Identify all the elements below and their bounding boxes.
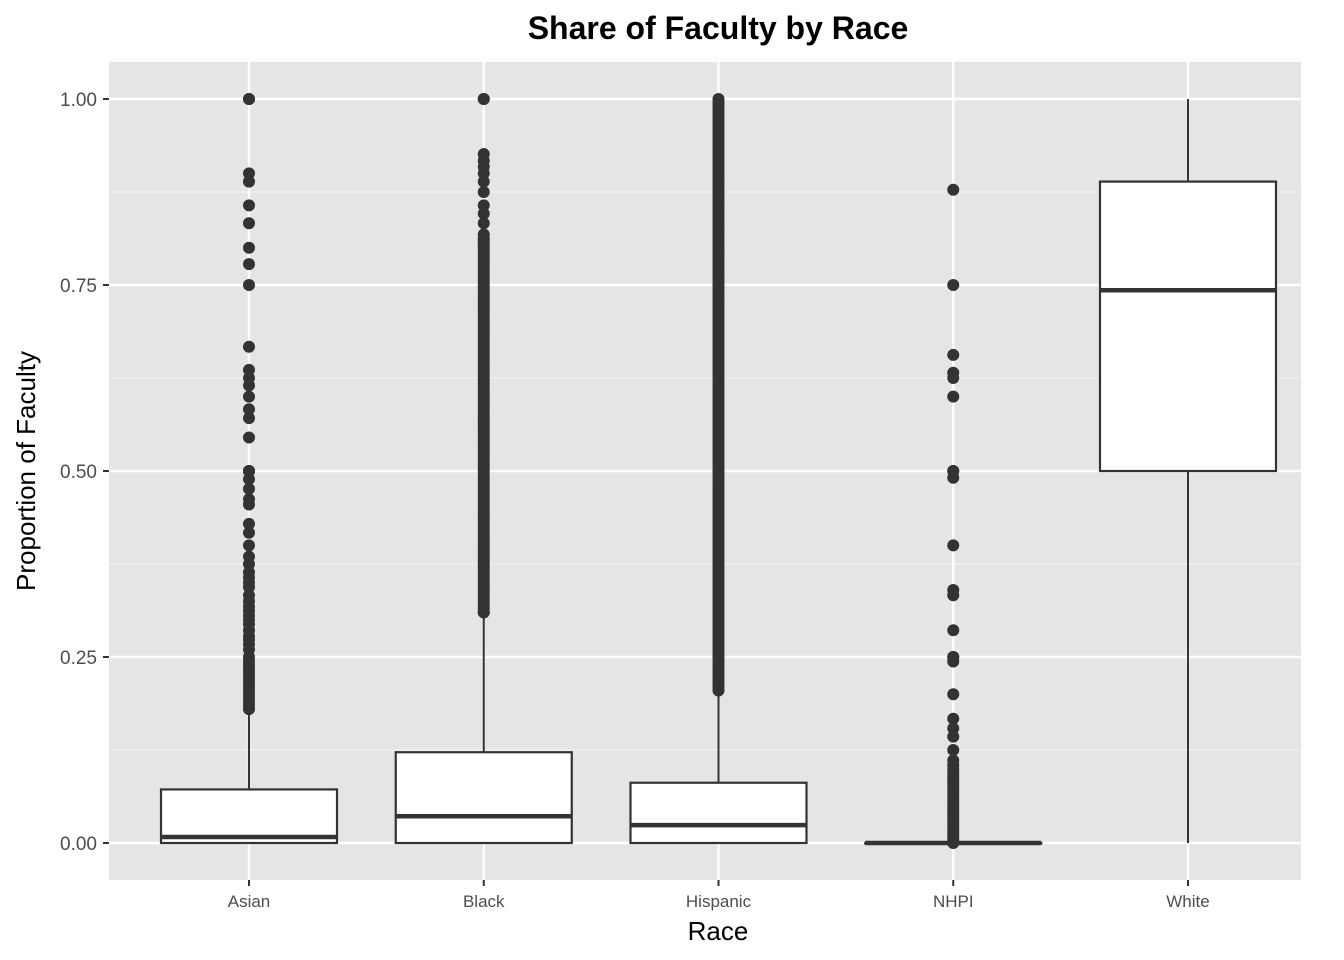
outlier-point: [243, 498, 255, 511]
y-tick-label: 0.75: [60, 276, 97, 297]
outlier-point: [477, 217, 490, 230]
outlier-point: [947, 539, 960, 552]
x-tick-label: NHPI: [933, 892, 974, 911]
outlier-point: [243, 217, 255, 230]
x-tick-label: Black: [463, 892, 505, 911]
box-iqr: [1098, 180, 1278, 473]
outlier-point: [477, 606, 490, 619]
outlier-point: [243, 241, 255, 254]
outlier-point: [947, 372, 960, 384]
box-nhpi: [864, 183, 1043, 849]
y-axis-title: Proportion of Faculty: [11, 351, 41, 591]
box-black: [394, 93, 573, 845]
outlier-point: [243, 473, 255, 486]
outlier-point: [243, 379, 255, 392]
outlier-point: [243, 517, 255, 530]
outlier-point: [477, 241, 490, 254]
x-tick-label: Asian: [228, 892, 271, 911]
outlier-point: [947, 279, 960, 291]
outlier-point: [712, 93, 725, 105]
outlier-point: [947, 348, 960, 361]
y-tick-label: 0.50: [60, 462, 97, 483]
outlier-point: [477, 207, 490, 220]
x-tick-label: White: [1166, 892, 1209, 911]
y-axis: 0.00 0.25 0.50 0.75 1.00: [60, 90, 109, 855]
outlier-point: [947, 754, 960, 767]
outlier-point: [243, 340, 255, 353]
outlier-point: [243, 403, 255, 416]
box-iqr: [629, 781, 808, 845]
outlier-point: [947, 471, 960, 484]
outlier-point: [477, 93, 490, 105]
outlier-point: [947, 390, 960, 403]
outlier-point: [243, 279, 255, 291]
outlier-point: [947, 655, 960, 668]
boxes-layer: [159, 93, 1278, 849]
outlier-point: [243, 390, 255, 403]
outlier-point: [477, 232, 490, 245]
x-axis-title: Race: [688, 916, 749, 946]
outlier-point: [947, 589, 960, 602]
outlier-point: [243, 258, 255, 271]
outlier-point: [243, 526, 255, 539]
box-white: [1098, 99, 1278, 843]
outlier-point: [243, 482, 255, 495]
outlier-point: [243, 703, 255, 716]
outlier-point: [243, 539, 255, 552]
outlier-point: [243, 93, 255, 105]
outlier-point: [947, 183, 960, 196]
box-asian: [159, 93, 339, 845]
outlier-point: [243, 431, 255, 444]
outlier-point: [243, 412, 255, 425]
outlier-point: [947, 688, 960, 701]
y-tick-label: 0.25: [60, 648, 97, 669]
outlier-point: [243, 199, 255, 212]
x-tick-label: Hispanic: [686, 892, 752, 911]
outlier-point: [947, 712, 960, 725]
box-iqr: [159, 788, 339, 845]
chart-title: Share of Faculty by Race: [528, 10, 909, 46]
y-tick-label: 1.00: [60, 90, 97, 111]
outlier-point: [477, 186, 490, 198]
outlier-point: [477, 175, 490, 188]
outlier-point: [947, 730, 960, 743]
box-hispanic: [629, 93, 808, 845]
outlier-point: [947, 744, 960, 756]
outlier-point: [947, 624, 960, 637]
y-tick-label: 0.00: [60, 834, 97, 855]
box-iqr: [394, 751, 573, 845]
outlier-point: [243, 175, 255, 188]
x-axis: Asian Black Hispanic NHPI White: [228, 880, 1210, 911]
